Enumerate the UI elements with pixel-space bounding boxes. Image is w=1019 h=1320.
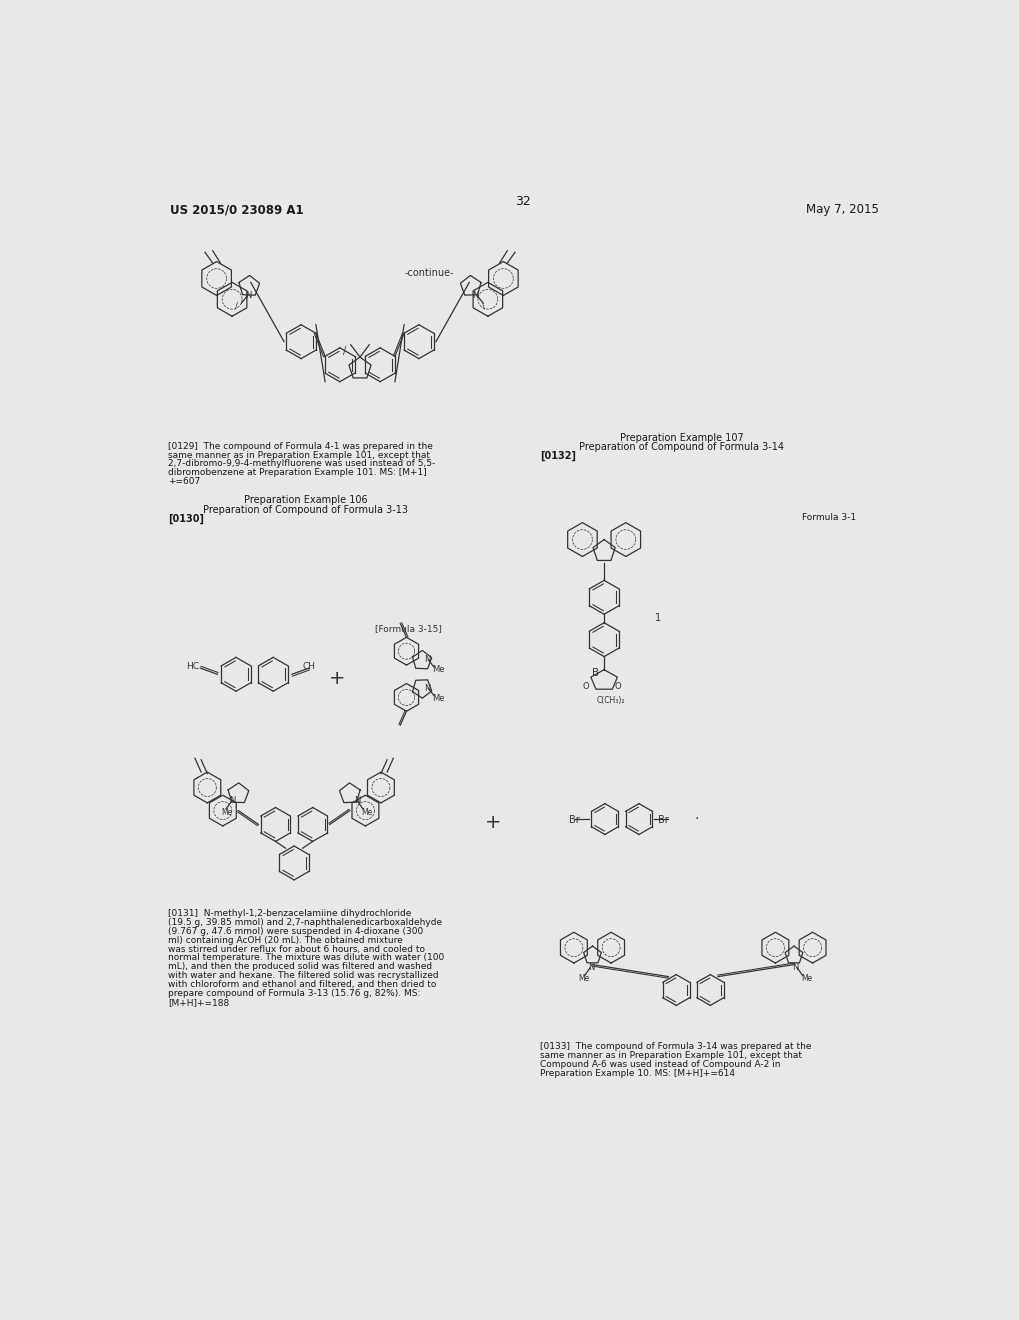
Text: same manner as in Preparation Example 101, except that: same manner as in Preparation Example 10…: [168, 450, 429, 459]
Text: Compound A-6 was used instead of Compound A-2 in: Compound A-6 was used instead of Compoun…: [539, 1060, 780, 1069]
Text: Me: Me: [432, 665, 444, 675]
Text: Me: Me: [432, 693, 444, 702]
Text: O: O: [614, 682, 621, 690]
Text: mL), and then the produced solid was filtered and washed: mL), and then the produced solid was fil…: [168, 962, 431, 972]
Text: Me: Me: [361, 808, 372, 817]
Text: Preparation Example 10. MS: [M+H]+=614: Preparation Example 10. MS: [M+H]+=614: [539, 1069, 734, 1078]
Text: CH: CH: [303, 663, 315, 671]
Text: prepare compound of Formula 3-13 (15.76 g, 82%). MS:: prepare compound of Formula 3-13 (15.76 …: [168, 989, 420, 998]
Text: Br: Br: [569, 816, 580, 825]
Text: [M+H]+=188: [M+H]+=188: [168, 998, 229, 1007]
Text: US 2015/0 23089 A1: US 2015/0 23089 A1: [170, 203, 304, 216]
Text: \: \: [481, 302, 484, 310]
Text: 1: 1: [654, 612, 660, 623]
Text: HC: HC: [186, 663, 199, 671]
Text: same manner as in Preparation Example 101, except that: same manner as in Preparation Example 10…: [539, 1051, 801, 1060]
Text: May 7, 2015: May 7, 2015: [806, 203, 878, 216]
Text: Me: Me: [221, 808, 232, 817]
Text: N: N: [354, 796, 360, 805]
Text: [0132]: [0132]: [539, 451, 576, 461]
Text: -continue-: -continue-: [405, 268, 454, 277]
Text: N: N: [245, 290, 252, 300]
Text: O: O: [582, 682, 589, 690]
Text: Formula 3-1: Formula 3-1: [801, 512, 855, 521]
Text: N: N: [424, 655, 430, 664]
Text: [0131]  N-methyl-1,2-benzacelamiine dihydrochloride: [0131] N-methyl-1,2-benzacelamiine dihyd…: [168, 909, 411, 919]
Text: (19.5 g, 39.85 mmol) and 2,7-naphthalenedicarboxaldehyde: (19.5 g, 39.85 mmol) and 2,7-naphthalene…: [168, 917, 441, 927]
Text: 2,7-dibromo-9,9-4-methylfluorene was used instead of 5,5-: 2,7-dibromo-9,9-4-methylfluorene was use…: [168, 459, 435, 469]
Text: N: N: [472, 290, 478, 300]
Text: Preparation Example 107: Preparation Example 107: [620, 433, 743, 442]
Text: 32: 32: [515, 195, 530, 209]
Text: /: /: [235, 302, 237, 310]
Text: [Formula 3-15]: [Formula 3-15]: [375, 624, 442, 634]
Text: dibromobenzene at Preparation Example 101. MS: [M+1]: dibromobenzene at Preparation Example 10…: [168, 469, 426, 478]
Text: Preparation Example 106: Preparation Example 106: [244, 495, 367, 506]
Text: with water and hexane. The filtered solid was recrystallized: with water and hexane. The filtered soli…: [168, 972, 438, 981]
Text: Preparation of Compound of Formula 3-14: Preparation of Compound of Formula 3-14: [579, 442, 784, 451]
Text: +=607: +=607: [168, 478, 200, 486]
Text: +: +: [328, 669, 344, 688]
Text: normal temperature. The mixture was dilute with water (100: normal temperature. The mixture was dilu…: [168, 953, 443, 962]
Text: /: /: [342, 346, 345, 355]
Text: C(CH₃)₂: C(CH₃)₂: [596, 696, 625, 705]
Text: N: N: [791, 964, 797, 972]
Text: was stirred under reflux for about 6 hours, and cooled to: was stirred under reflux for about 6 hou…: [168, 945, 424, 953]
Text: (9.767 g, 47.6 mmol) were suspended in 4-dioxane (300: (9.767 g, 47.6 mmol) were suspended in 4…: [168, 927, 423, 936]
Text: Me: Me: [800, 974, 811, 983]
Text: [0129]  The compound of Formula 4-1 was prepared in the: [0129] The compound of Formula 4-1 was p…: [168, 442, 432, 450]
Text: [0130]: [0130]: [168, 513, 204, 524]
Text: +: +: [485, 813, 501, 832]
Text: Preparation of Compound of Formula 3-13: Preparation of Compound of Formula 3-13: [203, 504, 408, 515]
Text: [0133]  The compound of Formula 3-14 was prepared at the: [0133] The compound of Formula 3-14 was …: [539, 1043, 810, 1051]
Text: ·: ·: [694, 812, 699, 826]
Text: Me: Me: [578, 974, 589, 983]
Text: N: N: [424, 684, 430, 693]
Text: N: N: [229, 796, 235, 805]
Text: with chloroform and ethanol and filtered, and then dried to: with chloroform and ethanol and filtered…: [168, 979, 436, 989]
Text: N: N: [587, 964, 594, 972]
Text: Br: Br: [657, 816, 667, 825]
Text: B: B: [592, 668, 599, 678]
Text: ml) containing AcOH (20 mL). The obtained mixture: ml) containing AcOH (20 mL). The obtaine…: [168, 936, 403, 945]
